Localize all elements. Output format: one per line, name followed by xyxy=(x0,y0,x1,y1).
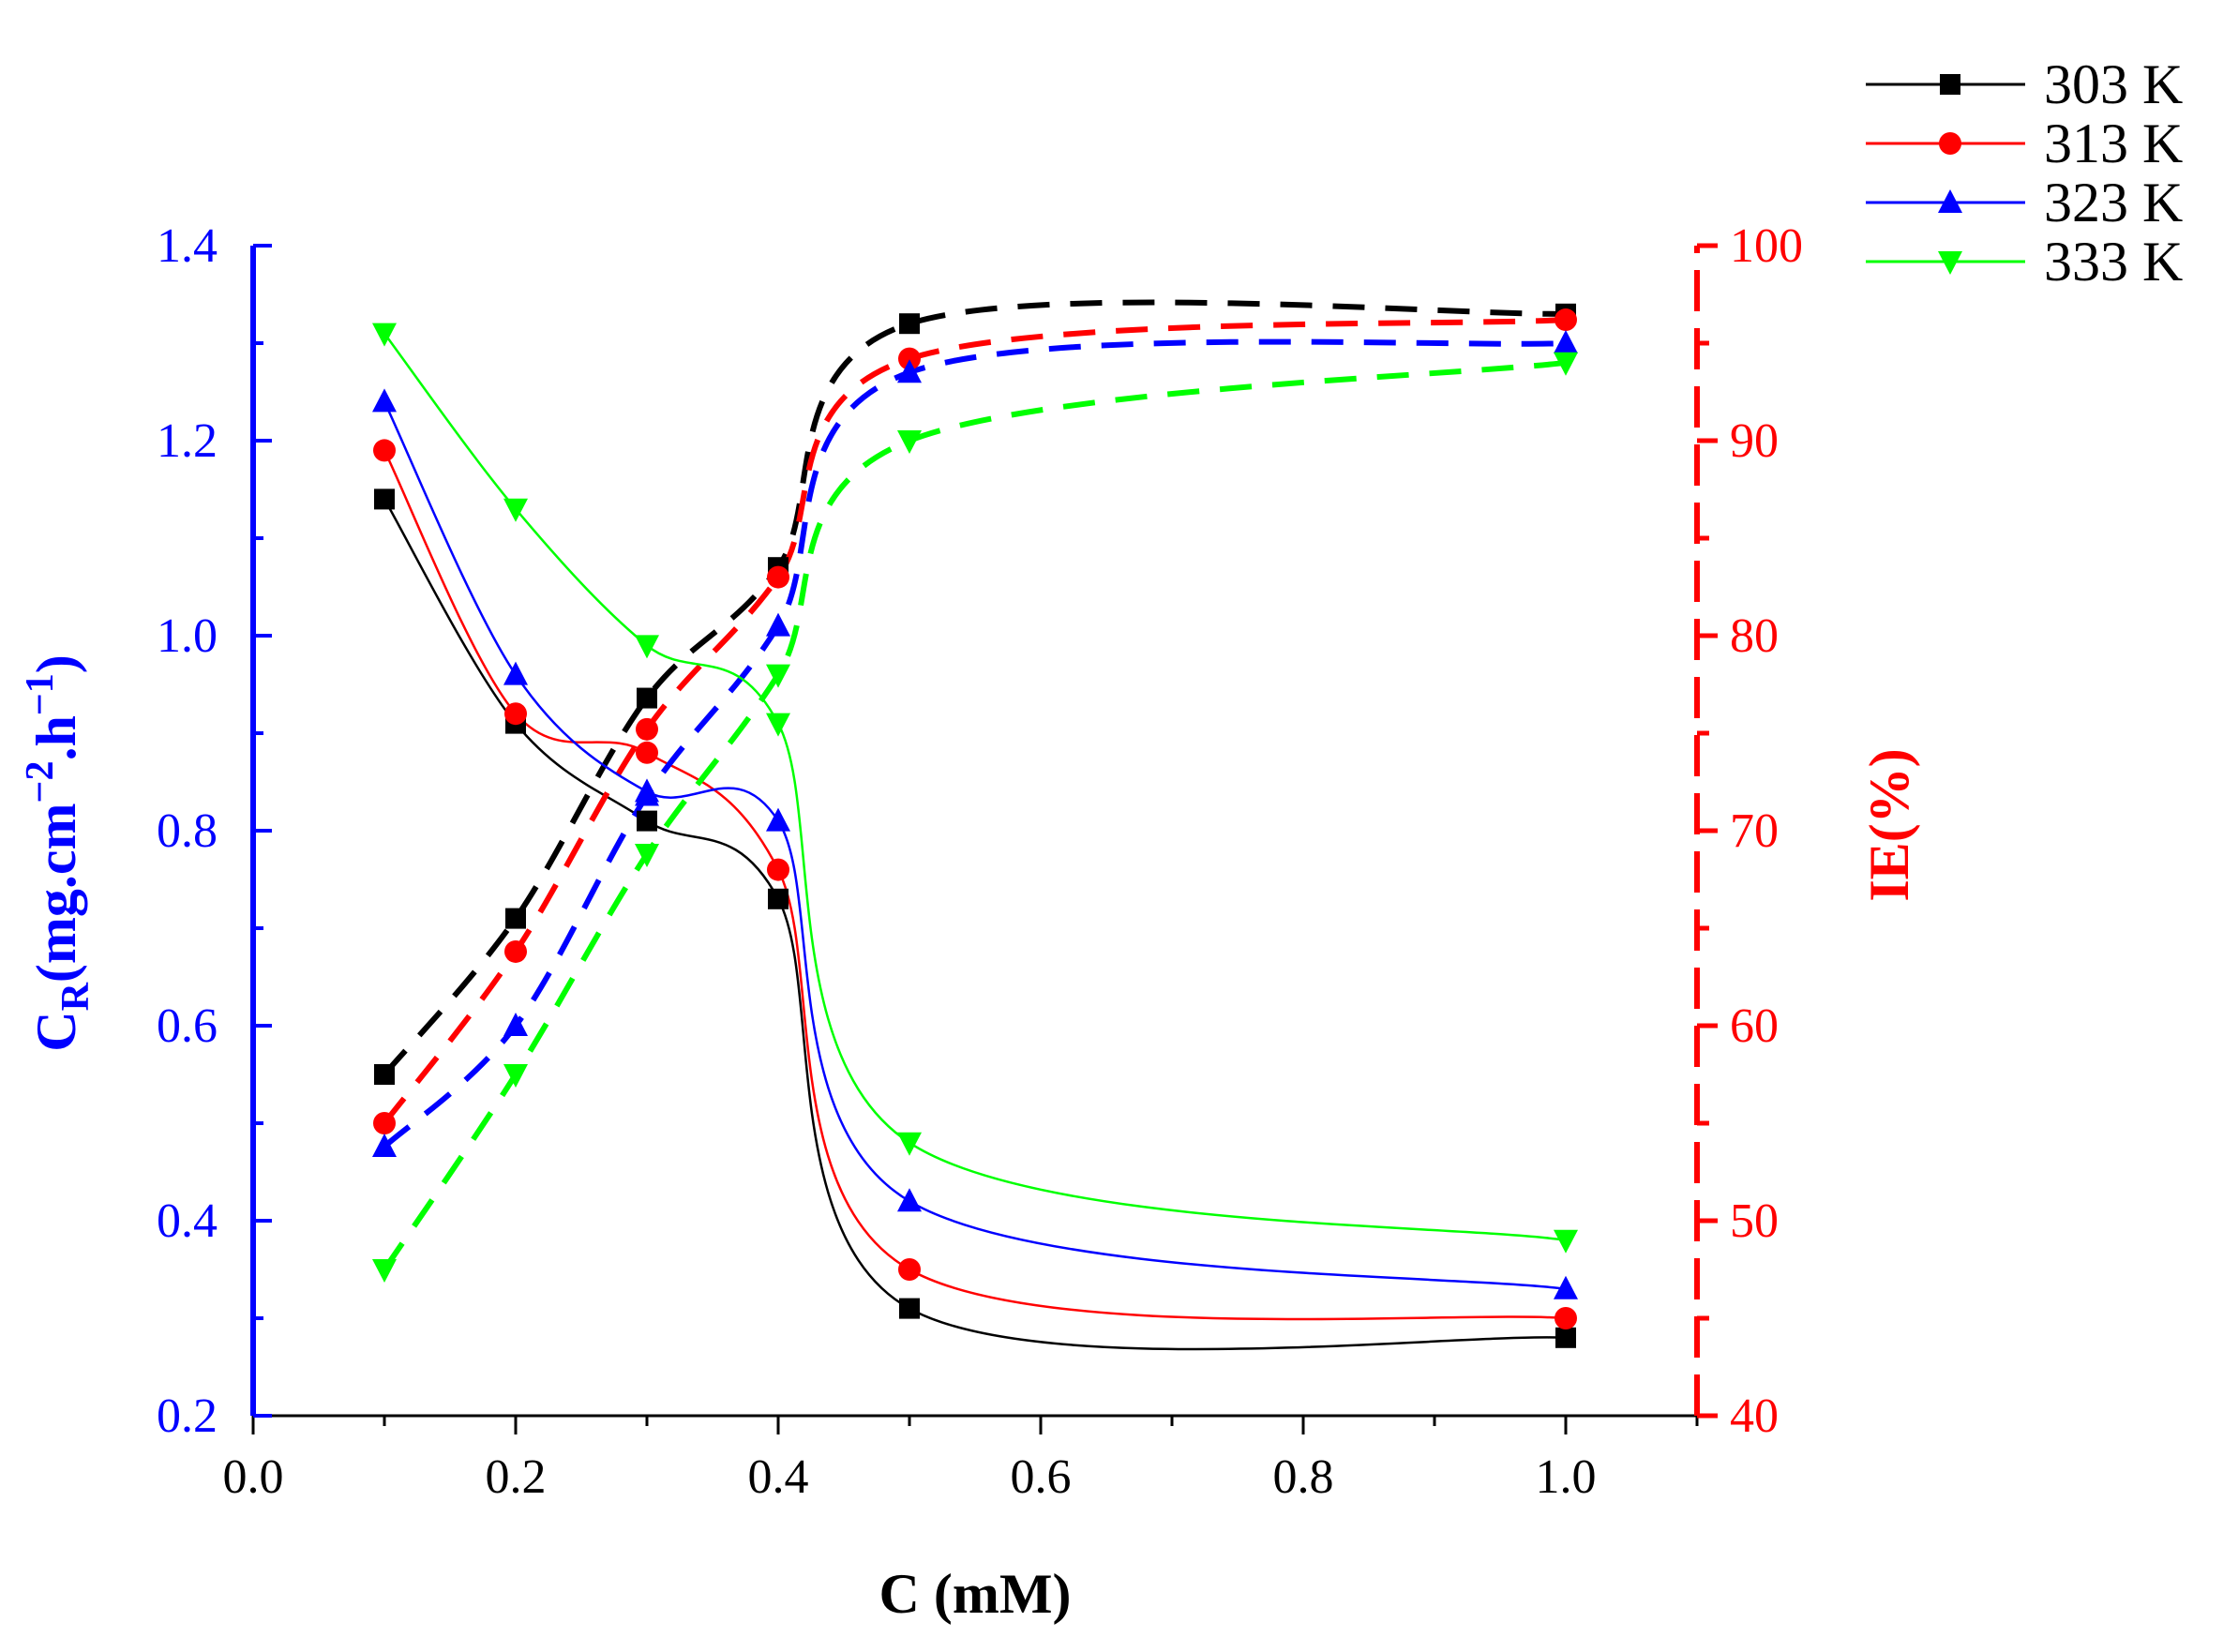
cr-point-303-k xyxy=(899,1298,920,1319)
left-y-tick-label: 1.4 xyxy=(157,219,218,273)
left-y-title-close: ) xyxy=(25,654,87,673)
cr-point-303-k xyxy=(1555,1327,1576,1348)
left-y-tick-label: 1.2 xyxy=(157,414,218,468)
cr-point-313-k xyxy=(373,439,396,462)
cr-point-303-k xyxy=(768,888,789,909)
right-y-axis-title: IE(%) xyxy=(1858,748,1920,901)
cr-point-313-k xyxy=(898,1258,921,1281)
cr-line-303-k xyxy=(383,498,1567,1351)
ie-point-303-k xyxy=(505,908,526,929)
cr-point-323-k xyxy=(897,1188,922,1212)
right-y-tick-label: 50 xyxy=(1730,1194,1779,1248)
right-y-tick-label: 90 xyxy=(1730,414,1779,468)
x-tick-label: 0.6 xyxy=(1011,1450,1072,1504)
ie-point-313-k xyxy=(636,717,658,741)
cr-point-333-k xyxy=(372,323,397,347)
plot-area xyxy=(372,299,1578,1351)
cr-line-333-k xyxy=(383,332,1567,1242)
legend-marker-323-k xyxy=(1938,189,1962,213)
left-y-title-sub: R xyxy=(54,982,98,1011)
right-y-tick-label: 70 xyxy=(1730,804,1779,858)
x-tick-label: 1.0 xyxy=(1536,1450,1597,1504)
cr-point-323-k xyxy=(503,661,528,685)
right-y-tick-label: 60 xyxy=(1730,999,1779,1053)
legend-marker-313-k xyxy=(1939,132,1961,155)
ie-point-313-k xyxy=(1555,308,1577,332)
cr-point-313-k xyxy=(636,741,658,764)
legend-label-303-k: 303 K xyxy=(2044,53,2183,115)
ie-point-313-k xyxy=(898,347,921,370)
axes: 0.0 0.2 0.4 0.6 0.8 1.00.20.40.60.81.01.21.44… xyxy=(157,219,1803,1504)
left-y-title-rest: (mg.cm xyxy=(25,803,87,983)
cr-point-303-k xyxy=(637,810,657,832)
cr-point-333-k xyxy=(766,713,790,737)
cr-point-323-k xyxy=(766,807,790,832)
x-tick-label: 0.0 xyxy=(223,1450,284,1504)
left-y-tick-label: 1.0 xyxy=(157,609,218,663)
cr-point-303-k xyxy=(374,488,395,510)
ie-line-303-k xyxy=(382,299,1567,1076)
left-y-tick-label: 0.8 xyxy=(157,804,218,858)
right-y-tick-label: 40 xyxy=(1730,1389,1779,1443)
left-y-tick-label: 0.2 xyxy=(157,1389,218,1443)
left-y-title-mid: .h xyxy=(25,715,87,760)
ie-point-313-k xyxy=(373,1112,396,1134)
cr-point-323-k xyxy=(1554,1275,1578,1299)
right-y-tick-label: 100 xyxy=(1730,219,1803,273)
svg-text:CR(mg.cm−2.h−1): CR(mg.cm−2.h−1) xyxy=(19,654,98,1052)
left-y-title-main: C xyxy=(25,1011,87,1051)
ie-point-333-k xyxy=(766,664,790,688)
ie-point-323-k xyxy=(1554,330,1578,353)
cr-point-333-k xyxy=(1554,1229,1578,1254)
ie-point-303-k xyxy=(637,687,657,709)
cr-point-333-k xyxy=(635,635,659,659)
x-axis-title: C (mM) xyxy=(879,1563,1072,1625)
cr-point-323-k xyxy=(635,778,659,803)
legend-marker-333-k xyxy=(1938,251,1962,275)
x-tick-label: 0.2 xyxy=(486,1450,547,1504)
ie-point-323-k xyxy=(503,1013,528,1036)
cr-point-313-k xyxy=(504,702,527,726)
ie-point-303-k xyxy=(374,1064,395,1085)
cr-point-313-k xyxy=(767,858,789,881)
ie-point-313-k xyxy=(504,939,527,963)
legend-label-313-k: 313 K xyxy=(2044,113,2183,174)
cr-point-323-k xyxy=(372,388,397,413)
x-tick-label: 0.8 xyxy=(1273,1450,1334,1504)
ie-point-323-k xyxy=(897,359,922,383)
left-y-title-exp2: −1 xyxy=(19,673,62,715)
ie-point-323-k xyxy=(372,1133,397,1157)
cr-line-313-k xyxy=(383,449,1567,1321)
cr-point-333-k xyxy=(503,498,528,522)
ie-point-333-k xyxy=(635,843,659,867)
legend-marker-303-k xyxy=(1940,74,1960,95)
cr-point-333-k xyxy=(897,1132,922,1156)
left-y-title-exp1: −2 xyxy=(19,761,62,803)
ie-point-323-k xyxy=(766,612,790,637)
x-tick-label: 0.4 xyxy=(748,1450,809,1504)
ie-point-333-k xyxy=(897,430,922,454)
legend-label-323-k: 323 K xyxy=(2044,172,2183,233)
right-y-tick-label: 80 xyxy=(1730,609,1779,663)
left-y-tick-label: 0.4 xyxy=(157,1194,218,1248)
legend-label-333-k: 333 K xyxy=(2044,231,2183,293)
ie-line-333-k xyxy=(382,359,1567,1271)
ie-point-333-k xyxy=(1554,352,1578,376)
ie-point-333-k xyxy=(503,1064,528,1088)
ie-point-303-k xyxy=(899,313,920,335)
cr-point-313-k xyxy=(1555,1307,1577,1329)
left-y-axis-title: CR(mg.cm−2.h−1) xyxy=(19,654,98,1052)
ie-line-323-k xyxy=(382,338,1567,1149)
left-y-tick-label: 0.6 xyxy=(157,999,218,1053)
ie-point-313-k xyxy=(767,565,789,589)
ie-point-333-k xyxy=(372,1259,397,1283)
